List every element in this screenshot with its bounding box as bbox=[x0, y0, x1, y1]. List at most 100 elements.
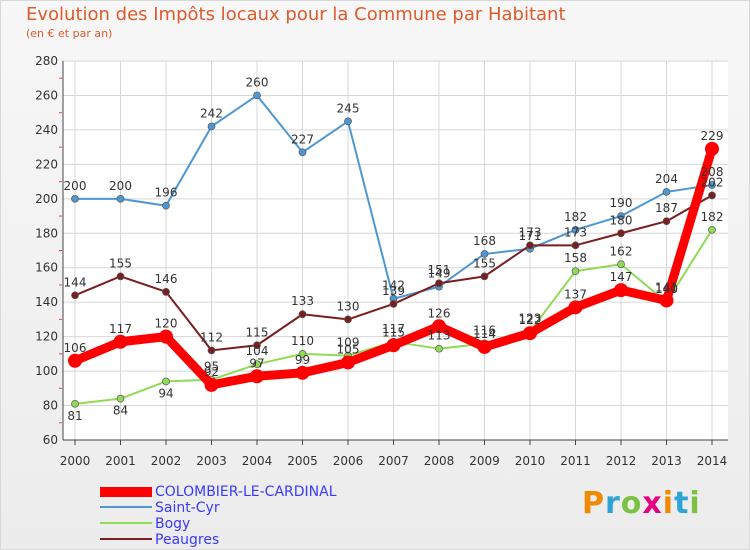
data-point-colombier bbox=[477, 339, 492, 354]
data-label-saint-cyr: 168 bbox=[473, 234, 496, 248]
data-label-peaugres: 115 bbox=[246, 325, 269, 339]
brand-letter: P bbox=[582, 486, 605, 521]
grid-lines bbox=[63, 60, 728, 441]
legend-label-colombier: COLOMBIER-LE-CARDINAL bbox=[155, 484, 337, 500]
data-point-bogy bbox=[708, 225, 716, 234]
data-label-colombier: 137 bbox=[564, 287, 587, 301]
y-tick-label: 220 bbox=[35, 157, 58, 171]
data-label-saint-cyr: 200 bbox=[109, 179, 132, 193]
data-label-peaugres: 202 bbox=[701, 175, 724, 189]
data-label-bogy: 84 bbox=[113, 404, 128, 418]
data-label-peaugres: 180 bbox=[610, 213, 633, 227]
data-label-bogy: 113 bbox=[428, 329, 451, 343]
series-lines bbox=[68, 91, 719, 408]
data-label-saint-cyr: 242 bbox=[200, 106, 223, 120]
y-tick-label: 180 bbox=[35, 226, 58, 240]
data-point-saint-cyr bbox=[344, 117, 352, 126]
x-tick-label: 2011 bbox=[560, 454, 591, 468]
y-tick-label: 260 bbox=[35, 88, 58, 102]
data-point-colombier bbox=[614, 283, 628, 298]
data-point-peaugres bbox=[162, 287, 170, 296]
legend-swatch-colombier bbox=[100, 487, 152, 497]
data-label-bogy: 158 bbox=[564, 251, 587, 265]
x-tick-label: 2003 bbox=[196, 454, 227, 468]
data-label-saint-cyr: 260 bbox=[246, 75, 269, 89]
data-label-bogy: 109 bbox=[337, 336, 360, 350]
data-label-colombier: 115 bbox=[382, 325, 405, 339]
data-label-peaugres: 155 bbox=[109, 256, 132, 270]
chart-subtitle: (en € et par an) bbox=[26, 27, 113, 40]
data-label-saint-cyr: 196 bbox=[155, 186, 178, 200]
data-label-peaugres: 112 bbox=[200, 330, 223, 344]
data-label-colombier: 126 bbox=[428, 306, 451, 320]
brand-letter: x bbox=[642, 486, 663, 521]
data-point-peaugres bbox=[344, 315, 352, 324]
data-point-peaugres bbox=[662, 217, 671, 226]
data-point-colombier bbox=[250, 369, 264, 384]
data-label-peaugres: 133 bbox=[291, 294, 314, 308]
data-point-peaugres bbox=[708, 191, 716, 200]
data-point-peaugres bbox=[571, 241, 580, 250]
legend-label-saint-cyr: Saint-Cyr bbox=[155, 500, 220, 516]
data-label-colombier: 141 bbox=[655, 280, 678, 294]
data-point-saint-cyr bbox=[207, 122, 216, 131]
y-tick-label: 120 bbox=[35, 330, 58, 344]
data-label-saint-cyr: 204 bbox=[655, 172, 678, 186]
data-label-saint-cyr: 200 bbox=[64, 179, 87, 193]
data-point-colombier bbox=[659, 293, 674, 308]
y-tick-label: 140 bbox=[35, 295, 58, 309]
brand-letter: i bbox=[689, 486, 701, 521]
data-point-colombier bbox=[295, 365, 310, 380]
brand-logo: Proxiti bbox=[582, 486, 701, 521]
x-tick-label: 2000 bbox=[60, 454, 91, 468]
data-label-colombier: 92 bbox=[204, 365, 219, 379]
data-point-peaugres bbox=[71, 291, 79, 300]
data-point-colombier bbox=[68, 353, 82, 368]
data-label-bogy: 95 bbox=[204, 360, 219, 374]
data-label-bogy: 140 bbox=[655, 282, 678, 296]
data-label-colombier: 106 bbox=[64, 341, 87, 355]
data-point-colombier bbox=[341, 355, 355, 370]
data-label-bogy: 110 bbox=[291, 334, 314, 348]
data-point-saint-cyr bbox=[298, 148, 307, 157]
data-label-peaugres: 173 bbox=[564, 225, 587, 239]
data-point-colombier bbox=[432, 319, 446, 334]
x-tick-label: 2009 bbox=[469, 454, 500, 468]
data-label-bogy: 162 bbox=[610, 244, 633, 258]
data-label-peaugres: 173 bbox=[519, 225, 542, 239]
data-point-saint-cyr bbox=[662, 188, 671, 196]
brand-letter: o bbox=[620, 486, 643, 521]
data-label-colombier: 105 bbox=[337, 342, 360, 356]
data-point-bogy bbox=[298, 350, 307, 358]
data-label-peaugres: 146 bbox=[155, 272, 178, 286]
x-tick-label: 2004 bbox=[242, 454, 273, 468]
y-tick-label: 240 bbox=[35, 123, 58, 137]
data-point-saint-cyr bbox=[480, 250, 489, 258]
data-point-bogy bbox=[617, 260, 625, 269]
data-point-colombier bbox=[568, 300, 583, 315]
data-point-colombier bbox=[523, 326, 537, 341]
data-label-bogy: 182 bbox=[701, 210, 724, 224]
x-tick-label: 2008 bbox=[424, 454, 455, 468]
data-label-peaugres: 187 bbox=[655, 201, 678, 215]
data-point-peaugres bbox=[617, 229, 625, 238]
y-tick-label: 280 bbox=[35, 54, 58, 68]
data-label-colombier: 147 bbox=[610, 270, 633, 284]
data-point-saint-cyr bbox=[71, 194, 79, 203]
data-label-bogy: 116 bbox=[473, 324, 496, 338]
data-label-saint-cyr: 208 bbox=[701, 165, 724, 179]
data-label-saint-cyr: 142 bbox=[382, 279, 405, 293]
plot-area bbox=[63, 61, 728, 440]
data-point-colombier bbox=[159, 329, 173, 344]
y-tick-label: 100 bbox=[35, 364, 58, 378]
x-tick-label: 2010 bbox=[515, 454, 546, 468]
data-label-saint-cyr: 149 bbox=[428, 267, 451, 281]
x-tick-label: 2007 bbox=[378, 454, 409, 468]
data-label-saint-cyr: 171 bbox=[519, 229, 542, 243]
data-label-bogy: 81 bbox=[67, 409, 82, 423]
data-label-colombier: 99 bbox=[295, 353, 310, 367]
brand-letter: r bbox=[605, 486, 621, 521]
data-point-bogy bbox=[71, 399, 79, 408]
data-point-colombier bbox=[386, 338, 401, 353]
